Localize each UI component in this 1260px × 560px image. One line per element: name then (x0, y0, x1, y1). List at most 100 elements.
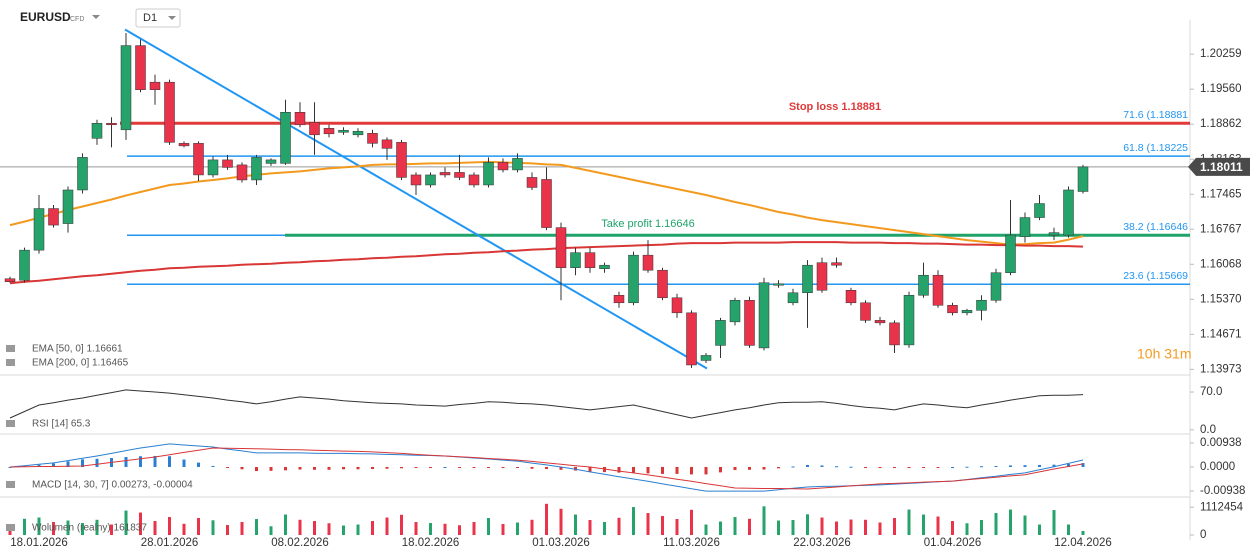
candle-body (62, 189, 74, 224)
candle-body (758, 282, 770, 349)
macd-histogram-bar (313, 466, 316, 470)
volume-bar (8, 527, 12, 535)
volume-bar (458, 525, 461, 535)
candle-body (932, 274, 944, 306)
volume-bar (1009, 509, 1012, 535)
candle-body (947, 305, 958, 314)
macd-histogram-bar (52, 463, 55, 467)
macd-histogram-bar (443, 466, 447, 468)
macd-line (9, 443, 1084, 492)
volume-bar (675, 519, 679, 535)
candle-body (48, 208, 59, 226)
candle-body (642, 254, 654, 271)
volume-bar (907, 509, 911, 535)
macd-histogram-bar (1081, 463, 1085, 467)
volume-bar (385, 517, 389, 535)
candle-body (874, 320, 886, 324)
candle-body (120, 45, 132, 131)
macd-histogram-bar (864, 466, 867, 468)
candle-body (715, 320, 726, 346)
volume-bar (733, 517, 737, 535)
volume-bar (806, 514, 809, 535)
macd-histogram-bar (371, 466, 374, 470)
legend-icon (6, 420, 15, 427)
candle-body (164, 81, 175, 143)
macd-histogram-bar (66, 461, 70, 467)
macd-histogram-bar (777, 466, 780, 469)
macd-histogram-bar (95, 458, 99, 467)
macd-histogram-bar (806, 464, 809, 467)
macd-histogram-bar (1038, 464, 1041, 467)
ema-line (9, 160, 1084, 246)
volume-bar (936, 516, 940, 535)
volume-bar (23, 518, 26, 535)
macd-histogram-bar (269, 466, 273, 471)
fib-label: 38.2 (1.16646 (1123, 221, 1188, 233)
volume-bar (1052, 510, 1056, 535)
volume-bar (255, 519, 258, 535)
volume-bar (240, 522, 244, 535)
volume-bar (414, 522, 418, 535)
countdown: 10h 31m (1137, 346, 1191, 362)
macd-histogram-bar (661, 466, 664, 474)
fib-label: 61.8 (1.18225 (1123, 142, 1188, 154)
ema-line (9, 241, 1084, 285)
candle-body (106, 123, 117, 126)
volume-bar (632, 507, 635, 535)
macd-histogram-bar (81, 459, 84, 467)
current-price-label: 1.18011 (1200, 160, 1243, 174)
candle-body (1019, 217, 1031, 237)
symbol[interactable]: EURUSD (20, 10, 71, 24)
candle-body (33, 208, 45, 251)
x-tick-label: 11.03.2026 (663, 537, 720, 549)
x-tick-label: 01.03.2026 (532, 537, 590, 549)
candle-body (816, 262, 828, 291)
macd-histogram-bar (284, 466, 287, 471)
volume-bar (501, 524, 505, 535)
macd-histogram-bar (545, 466, 548, 470)
y-tick-label: -0.00938 (1200, 485, 1245, 497)
candle-body (265, 159, 277, 164)
volume-bar (791, 520, 795, 535)
candle-body (410, 174, 422, 186)
y-tick-label: 70.0 (1200, 386, 1222, 398)
candle-body (425, 174, 436, 186)
candle-body (599, 264, 610, 269)
timeframe-select[interactable] (135, 8, 181, 28)
macd-histogram-bar (980, 466, 983, 468)
volume-bar (95, 519, 99, 535)
macd-histogram-bar (516, 466, 519, 469)
volume-bar (646, 513, 650, 535)
macd-histogram-bar (574, 466, 577, 471)
macd-histogram-bar (646, 466, 650, 474)
volume-bar (226, 525, 229, 535)
macd-histogram-bar (1009, 465, 1012, 467)
volume-bar (951, 521, 954, 535)
macd-histogram-bar (197, 462, 200, 467)
symbol-dropdown[interactable] (92, 15, 100, 19)
macd-histogram-bar (356, 466, 360, 470)
y-tick-label: 0.0000 (1200, 461, 1235, 473)
x-tick-label: 12.04.2026 (1054, 537, 1112, 549)
candle-body (918, 274, 929, 296)
volume-bar (1038, 524, 1041, 535)
volume-bar (820, 517, 824, 535)
volume-bar (719, 521, 722, 535)
volume-bar (603, 522, 606, 535)
macd-histogram-bar (617, 466, 621, 473)
volume-bar (269, 526, 273, 535)
candle-body (1063, 189, 1074, 236)
candle-body (222, 159, 233, 168)
trend-line (124, 28, 708, 370)
candle-body (367, 133, 378, 144)
candle-body (1077, 166, 1089, 192)
volume-bar (661, 516, 664, 535)
macd-histogram-bar (675, 466, 679, 474)
candle-body (439, 172, 451, 176)
volume-bar (994, 513, 998, 535)
macd-histogram-bar (762, 466, 766, 470)
volume-bar (864, 519, 867, 535)
candle-body (628, 254, 639, 304)
fib-label: 71.6 (1.18881 (1123, 109, 1188, 121)
volume-bar (516, 522, 519, 535)
